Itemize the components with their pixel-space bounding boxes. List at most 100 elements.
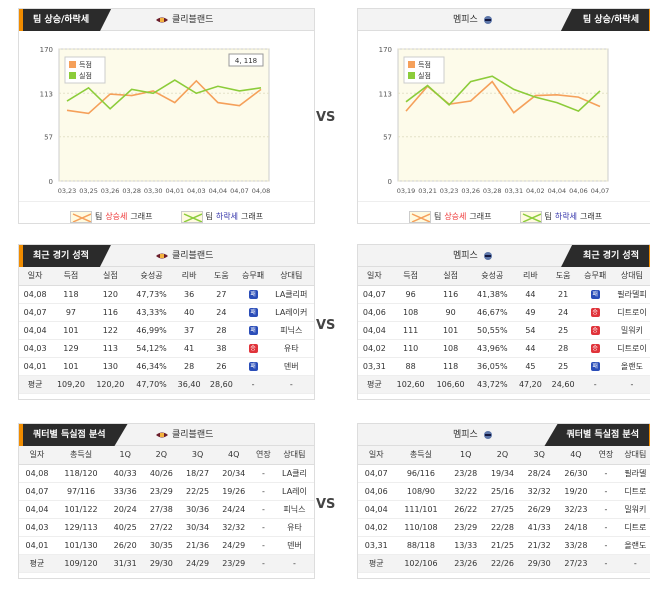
tab-quarter: 쿼터별 득실점 분석 [19,424,128,446]
table-cell: 25/16 [484,482,521,501]
cell-text: 21 [557,289,569,299]
column-header: 연장 [251,446,275,465]
table-cell: - [251,500,275,519]
x-tick-label: 03,19 [397,187,416,195]
y-tick-label: 57 [44,134,53,142]
y-tick-label: 170 [40,46,53,54]
x-tick-label: 04,04 [209,187,228,195]
table-row: 04,02 110/108 23/29 22/28 41/33 24/18- 디트로 [358,518,650,537]
tab-trend: 팀 상승/하락세 [19,9,112,31]
cell-text: 90 [445,307,456,317]
cell-text: 49 [525,307,536,317]
cell-opp: 101 [430,321,471,340]
avg-cell: - [251,554,275,573]
table-cell: 24/18 [557,518,595,537]
table-cell: 21/32 [520,536,558,555]
avg-opp: 120,20 [90,375,131,394]
cell-text: 덴버 [283,361,299,371]
avg-team: - [268,375,314,394]
table-cell: 24/29 [215,536,252,555]
cell-ast: 21 [546,285,580,304]
cell-ast: 28 [546,339,580,358]
cell-text: 피닉스 [280,325,303,335]
cell-text: 101 [63,361,79,371]
chart-footer-legend: 팀 상승세 그래프 팀 하락세 그래프 [358,201,650,231]
cell-res: 승 [579,303,611,322]
column-header: 승무패 [579,267,611,286]
column-header: 일자 [19,446,55,465]
cell-ast: 25 [546,357,580,376]
cell-date: 04,03 [19,339,52,358]
cell-pts: 97 [51,303,91,322]
table-cell: 20/34 [215,464,252,483]
result-badge: 승 [590,326,600,335]
panel-header: 쿼터별 득실점 분석 클리블랜드 [19,424,314,446]
cell-opp: 130 [90,357,131,376]
table-cell: 20/24 [107,500,144,519]
table-cell: 23/29 [143,482,180,501]
cell-text: 129 [63,343,79,353]
cell-text: 38 [216,343,227,353]
avg-cell: 31/31 [107,554,144,573]
table-cell: 04,02 [358,518,395,537]
legend-swatch [69,72,76,79]
cell-fg: 36,05% [470,357,515,376]
table-cell: - [594,464,618,483]
avg-res: - [237,375,269,394]
cell-opp: 108 [430,339,471,358]
team-name: 멤피스 [453,245,495,267]
memphis-logo-icon [483,16,492,24]
avg-team: - [610,375,650,394]
cell-text: 50,55% [477,325,508,335]
table-cell: 03,31 [358,536,395,555]
table-cell: 26/22 [447,500,485,519]
table-cell: 32/22 [447,482,485,501]
cell-date: 04,07 [358,285,391,304]
table-row: 04,08 118/120 40/33 40/26 18/27 20/34- LA클리 [19,464,314,483]
avg-cell: 27/23 [557,554,595,573]
cell-ast: 24 [546,303,580,322]
down-trend-icon [180,210,203,223]
table-cell: 04,04 [19,500,55,519]
cell-fg: 54,12% [130,339,173,358]
table-cell: 유타 [274,518,314,537]
cell-opp: 116 [430,285,471,304]
cell-text: 45 [525,361,536,371]
cell-text: 04,02 [362,343,386,353]
table-row: 03,31 88 118 36,05% 45 25 패 올랜도 [358,357,650,376]
cell-res: 패 [237,321,269,340]
table-cell: 111/101 [394,500,448,519]
cell-text: 101 [63,325,79,335]
avg-cell: - [274,554,314,573]
average-row: 평균 102,60 106,60 43,72% 47,20 24,60- - [358,375,650,394]
column-header: 득점 [390,267,431,286]
cell-date: 03,31 [358,357,391,376]
legend-label: 득점 [79,61,92,69]
cell-pts: 118 [51,285,91,304]
y-tick-label: 0 [388,178,392,186]
footer-team: 팀 [433,212,442,221]
table-cell: - [251,536,275,555]
cell-text: 88 [405,361,416,371]
legend-swatch [408,72,415,79]
x-tick-label: 03,28 [483,187,502,195]
cell-text: 25 [557,361,569,371]
cell-text: 04,07 [362,289,386,299]
panel-header: 멤피스 팀 상승/하락세 [358,9,650,31]
cell-text: 54 [525,325,536,335]
x-tick-label: 03,31 [504,187,523,195]
memphis-logo-icon [483,252,492,260]
table-cell: - [594,518,618,537]
table-cell: 28/24 [520,464,558,483]
cell-text: 24 [216,307,227,317]
table-row: 04,04 111/101 26/22 27/25 26/29 32/23- 밀워키 [358,500,650,519]
table-cell: 04,04 [358,500,395,519]
cell-text: 유타 [283,343,299,353]
table-cell: 19/34 [484,464,521,483]
avg-reb: 47,20 [514,375,547,394]
cell-date: 04,01 [19,357,52,376]
team-label: 클리블랜드 [172,251,214,261]
left-trend-panel: 팀 상승/하락세 클리블랜드 0 57 113 170 03,23 03,25 03,26 0… [18,8,315,224]
cell-text: 47,73% [136,289,167,299]
cell-team: LA레이커 [268,303,314,322]
